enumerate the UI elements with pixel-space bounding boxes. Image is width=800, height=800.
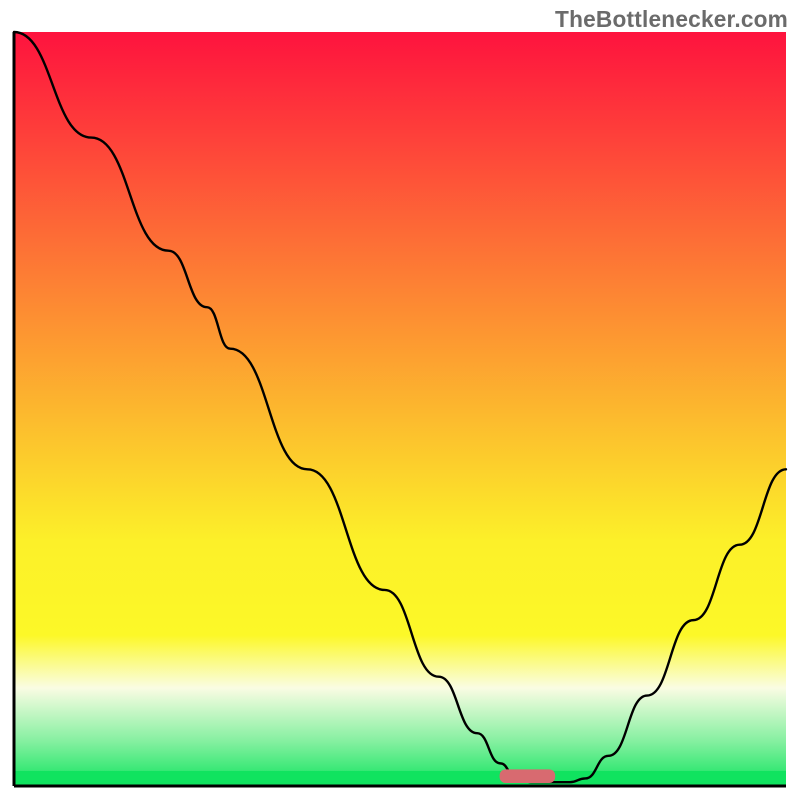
- chart-svg: [0, 0, 800, 800]
- zero-band: [14, 771, 786, 786]
- watermark-text: TheBottlenecker.com: [555, 6, 788, 33]
- gradient-background: [14, 32, 786, 786]
- optimal-marker: [500, 769, 556, 783]
- chart-container: TheBottlenecker.com: [0, 0, 800, 800]
